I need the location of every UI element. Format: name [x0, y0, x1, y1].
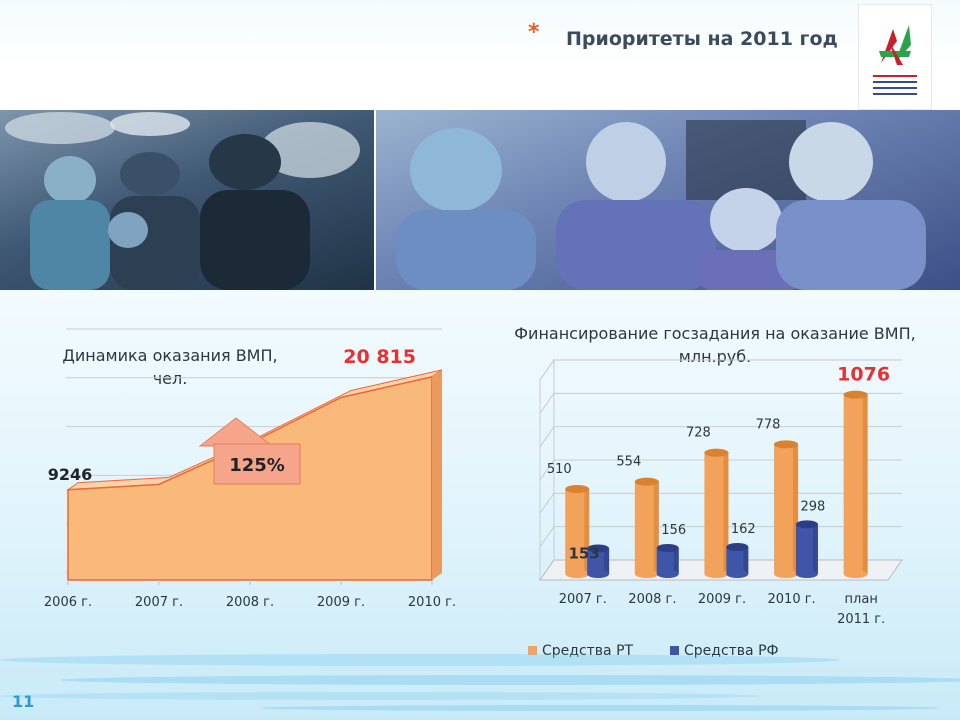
bar-shade [584, 489, 590, 574]
x-tick-label: план [845, 592, 878, 607]
x-tick-label: 2009 г. [317, 595, 365, 610]
bar-base [704, 570, 729, 578]
bar-cap [774, 440, 799, 449]
rf-bar [726, 543, 749, 578]
bar-base [565, 570, 590, 578]
rt-value-label: 778 [756, 417, 781, 432]
bar-base [656, 570, 679, 578]
growth-percent-label: 125% [229, 455, 285, 476]
left-chart-title-line1: Динамика оказания ВМП, [62, 346, 278, 365]
bar-shade [653, 481, 659, 574]
bar-cap [795, 520, 818, 529]
legend-label: Средства РТ [542, 643, 634, 659]
bar-shade [812, 524, 818, 574]
bar-shade [793, 444, 799, 574]
surgeons-photo-left [0, 110, 374, 290]
bar-cap [634, 477, 659, 486]
bar-cap [587, 544, 610, 553]
bar-cap [704, 448, 729, 457]
gridline-diagonal [539, 459, 555, 481]
bar-shade [673, 548, 679, 574]
rf-value-label: 156 [661, 523, 686, 538]
rf-bar [656, 544, 679, 578]
bar-cap [726, 543, 749, 551]
rt-value-label: 1076 [837, 364, 890, 386]
ministry-logo [858, 4, 932, 110]
gridline-diagonal [539, 393, 555, 414]
rf-value-label: 298 [800, 499, 825, 514]
bar-base [634, 570, 659, 578]
data-label: 20 815 [343, 346, 416, 368]
area-side-face [432, 369, 442, 580]
bar-cap [656, 544, 679, 552]
x-tick-label: 2007 г. [135, 595, 183, 610]
x-tick-label: 2006 г. [44, 595, 92, 610]
x-tick-label: 2010 г. [768, 592, 816, 607]
bar-shade [604, 548, 610, 574]
legend-swatch [670, 646, 679, 655]
rt-bar [843, 390, 868, 578]
right-chart-title: Финансирование госзадания на оказание ВМ… [480, 322, 950, 368]
x-tick-label: 2009 г. [698, 592, 746, 607]
rt-bar [565, 485, 590, 578]
legend-label: Средства РФ [684, 643, 779, 659]
bar-base [726, 570, 749, 578]
growth-arrow-badge: 125% [198, 417, 301, 485]
rt-value-label: 510 [547, 462, 572, 477]
bar-body [587, 548, 610, 574]
bar-body [726, 547, 749, 574]
decorative-light-stripes [0, 654, 960, 711]
rf-value-label: 153 [568, 545, 599, 563]
bar-body [656, 548, 679, 574]
badge-box [213, 443, 301, 485]
x-tick-label: 2011 г. [837, 612, 885, 627]
arrow-head [198, 417, 274, 447]
x-tick-label: 2010 г. [408, 595, 456, 610]
legend-swatch [528, 646, 537, 655]
data-label: 9246 [48, 465, 93, 484]
left-chart-title: Динамика оказания ВМП, чел. [40, 344, 300, 390]
right-chart-title-line2: млн.руб. [678, 347, 752, 366]
gridline-diagonal [539, 526, 555, 547]
x-tick-label: 2007 г. [559, 592, 607, 607]
surgeons-photo-right [376, 110, 960, 290]
bar-cap [565, 485, 590, 493]
legend-item: Средства РТ [528, 643, 634, 659]
rf-value-label: 162 [731, 522, 756, 537]
x-tick-label: 2008 г. [628, 592, 676, 607]
bar-shade [723, 452, 729, 574]
right-chart-title-line1: Финансирование госзадания на оказание ВМ… [514, 324, 916, 343]
bar-base [774, 570, 799, 578]
gridline-diagonal [539, 493, 555, 514]
rf-bar [587, 544, 610, 578]
bar-base [587, 570, 610, 578]
bar-base [843, 570, 868, 578]
rt-value-label: 554 [616, 455, 641, 470]
rt-bar [704, 448, 729, 578]
legend-item: Средства РФ [670, 643, 779, 659]
slide-title: Приоритеты на 2011 год [566, 28, 838, 50]
rt-value-label: 728 [686, 426, 711, 441]
gridline-diagonal [539, 426, 555, 447]
x-tick-label: 2008 г. [226, 595, 274, 610]
bar-base [795, 570, 818, 578]
bar-shade [862, 394, 868, 574]
rt-bar [774, 440, 799, 578]
bar-shade [743, 547, 749, 574]
rt-bar [634, 477, 659, 578]
bar-body [795, 524, 818, 574]
slide-header [0, 0, 960, 110]
right-bar-chart: 510 153 2007 г. 554 156 2008 г. 728 162 2009 г. 7… [528, 358, 903, 659]
bar-cap [843, 390, 868, 399]
gridline-diagonal [539, 359, 555, 381]
page-number: 11 [12, 692, 35, 711]
rf-bar [795, 520, 818, 578]
title-asterisk: * [528, 20, 540, 45]
left-chart-title-line2: чел. [152, 369, 188, 388]
left-area-chart: 2006 г. 2007 г. 2008 г. 2009 г. 2010 г. 9246 2… [44, 328, 456, 610]
